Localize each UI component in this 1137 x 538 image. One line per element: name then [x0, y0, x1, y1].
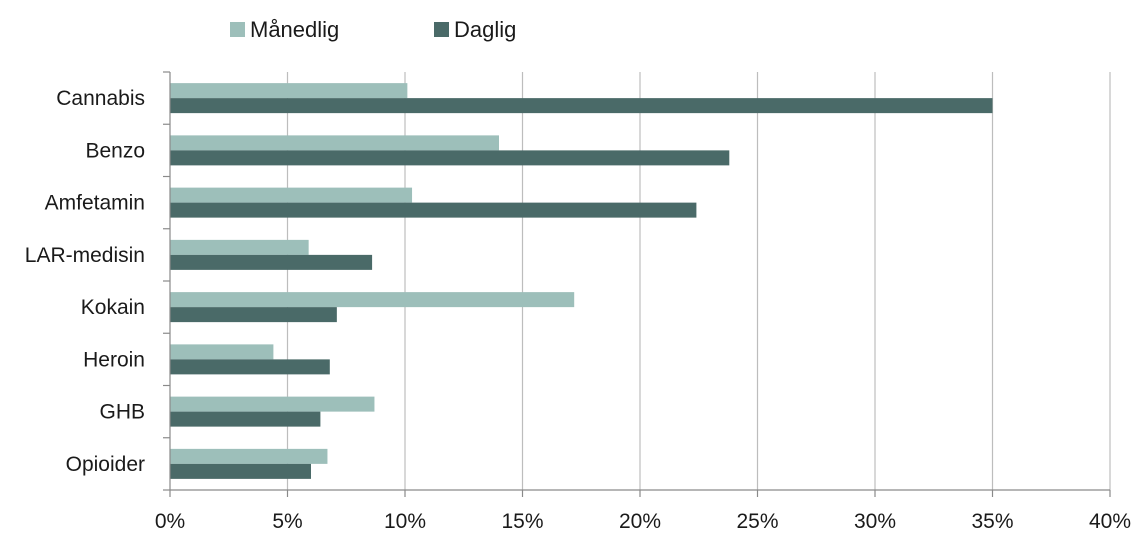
- bar: [170, 150, 730, 166]
- category-label: Heroin: [83, 348, 145, 371]
- category-label: Opioider: [66, 453, 145, 476]
- x-tick-label: 5%: [272, 510, 302, 533]
- bar: [170, 254, 373, 270]
- bar: [170, 359, 330, 375]
- bar: [170, 463, 311, 479]
- bar: [170, 239, 309, 255]
- bar: [170, 135, 499, 151]
- bar: [170, 411, 321, 427]
- bar: [170, 98, 993, 114]
- x-tick-label: 20%: [619, 510, 661, 533]
- bar: [170, 202, 697, 218]
- axes: [163, 71, 1111, 497]
- legend-swatch: [230, 22, 245, 37]
- legend: Månedlig Daglig: [230, 17, 516, 42]
- bar: [170, 307, 337, 323]
- bar: [170, 448, 328, 464]
- bar: [170, 187, 413, 203]
- legend-label: Daglig: [454, 17, 516, 42]
- category-label: Cannabis: [56, 87, 145, 110]
- bar: [170, 292, 575, 308]
- grid-lines: [286, 72, 1111, 490]
- x-tick-labels: 0% 5% 10% 15% 20% 25% 30% 35% 40%: [155, 510, 1131, 533]
- bar: [170, 83, 408, 99]
- x-tick-label: 40%: [1089, 510, 1131, 533]
- x-tick-label: 15%: [501, 510, 543, 533]
- legend-swatch: [434, 22, 449, 37]
- x-tick-label: 0%: [155, 510, 185, 533]
- bars: [170, 83, 993, 479]
- category-label: GHB: [99, 401, 145, 424]
- category-label: Kokain: [81, 296, 145, 319]
- category-label: LAR-medisin: [25, 244, 145, 267]
- category-labels: Cannabis Benzo Amfetamin LAR-medisin Kokain H…: [25, 87, 145, 476]
- legend-label: Månedlig: [250, 17, 339, 42]
- x-tick-label: 25%: [736, 510, 778, 533]
- category-label: Amfetamin: [45, 192, 145, 215]
- bar: [170, 344, 274, 360]
- x-tick-label: 35%: [971, 510, 1013, 533]
- x-tick-label: 30%: [854, 510, 896, 533]
- category-label: Benzo: [85, 139, 145, 162]
- bar: [170, 396, 375, 412]
- x-tick-label: 10%: [384, 510, 426, 533]
